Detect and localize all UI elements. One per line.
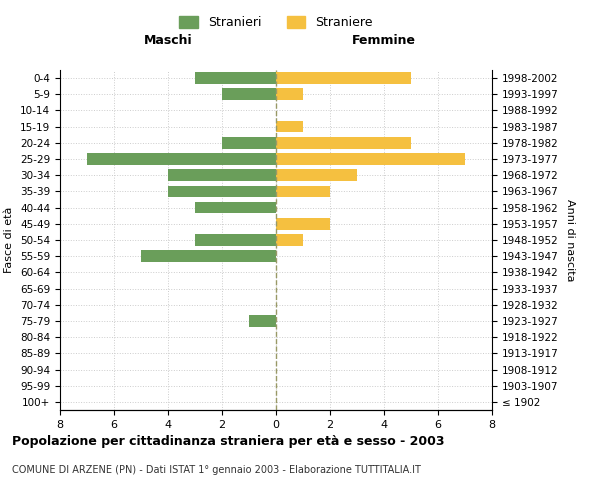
Bar [276, 72, 411, 84]
Bar [141, 250, 276, 262]
Text: Popolazione per cittadinanza straniera per età e sesso - 2003: Popolazione per cittadinanza straniera p… [12, 435, 445, 448]
Text: Femmine: Femmine [352, 34, 416, 48]
Bar [168, 170, 276, 181]
Bar [222, 88, 276, 100]
Bar [276, 121, 303, 132]
Bar [276, 153, 465, 165]
Bar [168, 186, 276, 198]
Bar [222, 137, 276, 148]
Text: Maschi: Maschi [143, 34, 193, 48]
Bar [276, 137, 411, 148]
Legend: Stranieri, Straniere: Stranieri, Straniere [174, 11, 378, 34]
Y-axis label: Anni di nascita: Anni di nascita [565, 198, 575, 281]
Text: COMUNE DI ARZENE (PN) - Dati ISTAT 1° gennaio 2003 - Elaborazione TUTTITALIA.IT: COMUNE DI ARZENE (PN) - Dati ISTAT 1° ge… [12, 465, 421, 475]
Bar [249, 315, 276, 327]
Bar [87, 153, 276, 165]
Bar [195, 234, 276, 246]
Bar [276, 186, 330, 198]
Bar [276, 218, 330, 230]
Y-axis label: Fasce di età: Fasce di età [4, 207, 14, 273]
Bar [276, 88, 303, 100]
Bar [195, 72, 276, 84]
Bar [276, 234, 303, 246]
Bar [195, 202, 276, 213]
Bar [276, 170, 357, 181]
